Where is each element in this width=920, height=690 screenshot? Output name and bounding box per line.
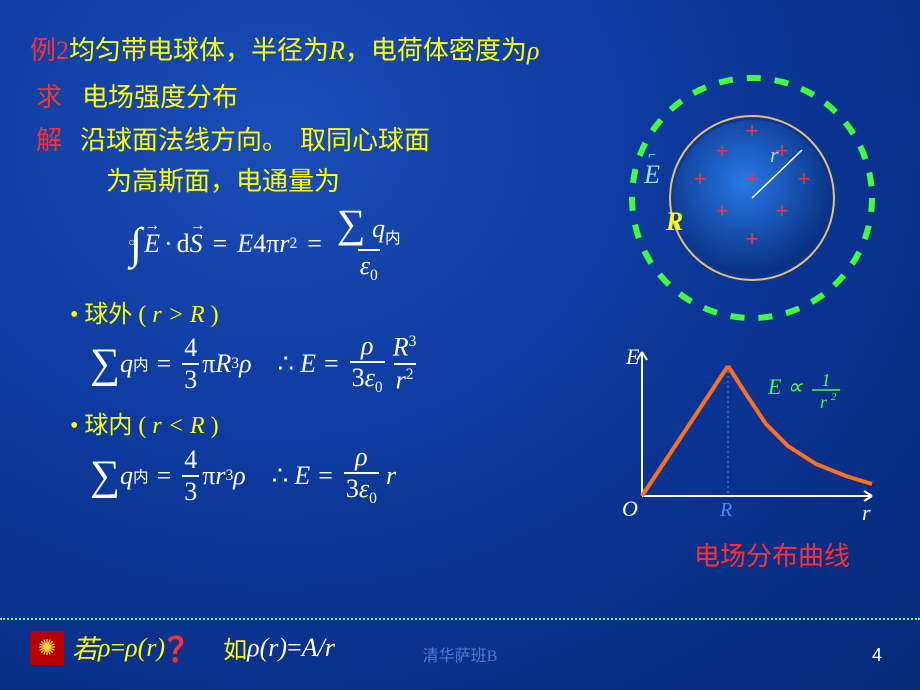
svg-text:+: +	[798, 166, 811, 191]
svg-text:+: +	[746, 118, 759, 143]
svg-text:R: R	[665, 207, 683, 236]
svg-text:E: E	[625, 346, 640, 369]
dot-op: ·	[164, 229, 173, 259]
svg-text:+: +	[716, 138, 729, 163]
vector-E: → E	[144, 229, 160, 259]
r-var: r	[279, 229, 289, 259]
svg-text:+: +	[776, 198, 789, 223]
watermark-text: 清华萨班B	[423, 642, 498, 666]
equals-1: =	[213, 229, 228, 259]
example-title: 例2 均匀带电球体，半径为 R ，电荷体密度为 ρ	[30, 30, 890, 67]
E-rhs: E	[237, 229, 253, 259]
title-R: R	[329, 36, 345, 66]
svg-text:+: +	[694, 166, 707, 191]
svg-text:O: O	[622, 496, 638, 521]
footer-pre: 若	[72, 629, 98, 666]
equals-2: =	[307, 229, 322, 259]
svg-text:r: r	[862, 500, 871, 525]
solution-line1: 沿球面法线方向。	[80, 120, 288, 157]
svg-text:r: r	[820, 392, 828, 412]
request-text: 电场强度分布	[82, 77, 238, 114]
svg-text:r: r	[770, 142, 779, 167]
sphere-diagram: +++++++++ r R	[622, 68, 882, 328]
title-pre: 均匀带电球体，半径为	[69, 30, 329, 67]
chart-caption: 电场分布曲线	[694, 536, 850, 573]
svg-text:E ∝: E ∝	[767, 374, 804, 399]
request-label: 求	[36, 77, 62, 114]
logo-icon: ✺	[30, 631, 64, 665]
r-sq: 2	[289, 235, 297, 253]
svg-text:+: +	[746, 166, 759, 191]
svg-text:1: 1	[822, 370, 831, 390]
vector-S: → dS S	[190, 229, 203, 259]
title-mid: ，电荷体密度为	[345, 30, 527, 67]
svg-text:R: R	[719, 499, 732, 521]
oint-circle: ○	[128, 235, 135, 250]
divider-line	[0, 618, 920, 620]
svg-text:2: 2	[831, 391, 837, 403]
sum-q-frac: ∑ q内 ε0	[335, 204, 403, 284]
svg-text:+: +	[746, 226, 759, 251]
field-chart: E r O R E ∝ 1r2	[606, 346, 886, 526]
example-number: 例2	[30, 30, 69, 67]
fourpi: 4π	[253, 229, 279, 259]
solution-label: 解	[36, 120, 62, 157]
page-number: 4	[872, 645, 882, 666]
question-mark: ？	[167, 623, 201, 672]
solution-line1b: 取同心球面	[300, 120, 430, 157]
svg-text:+: +	[716, 198, 729, 223]
title-rho: ρ	[527, 36, 539, 66]
